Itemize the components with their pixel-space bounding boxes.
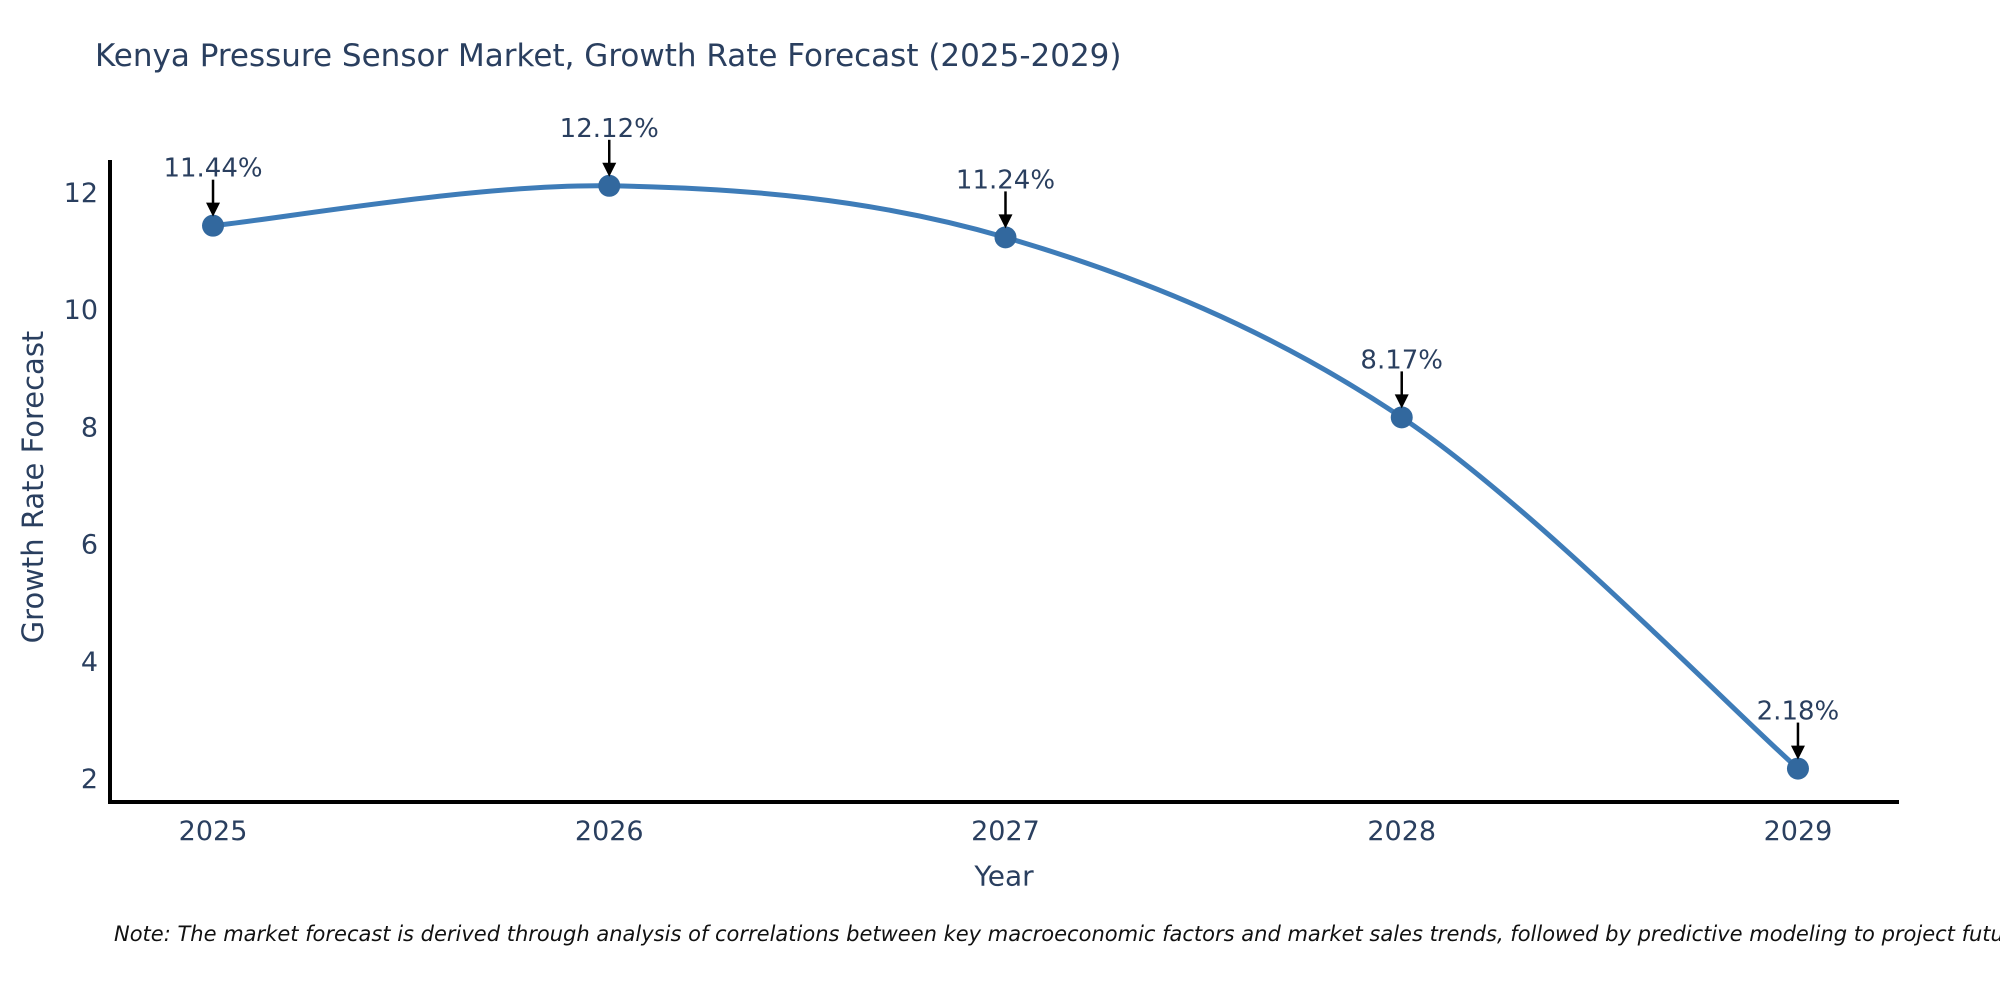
data-point-label: 8.17% — [1360, 345, 1443, 375]
y-tick-label: 4 — [81, 647, 98, 678]
annotation-arrowhead-icon — [1790, 745, 1805, 760]
data-point-marker — [994, 226, 1017, 249]
y-tick-label: 12 — [64, 178, 98, 209]
y-tick-label: 6 — [81, 530, 98, 561]
chart-title: Kenya Pressure Sensor Market, Growth Rat… — [95, 38, 1122, 74]
x-tick-label: 2029 — [1764, 816, 1833, 847]
x-tick-label: 2025 — [179, 816, 248, 847]
data-point-marker — [1786, 757, 1809, 780]
annotation-arrowhead-icon — [602, 162, 617, 177]
trend-line — [210, 183, 1801, 772]
y-tick-label: 10 — [64, 295, 98, 326]
data-point-marker — [202, 214, 225, 237]
data-point-label: 11.24% — [956, 165, 1055, 195]
annotation-arrowhead-icon — [998, 214, 1013, 229]
annotation-arrowhead-icon — [1394, 394, 1409, 409]
x-tick-label: 2026 — [575, 816, 644, 847]
data-point-label: 2.18% — [1757, 697, 1840, 727]
data-point-label: 12.12% — [560, 114, 659, 144]
x-axis-title: Year — [974, 859, 1034, 893]
y-tick-label: 8 — [81, 412, 98, 443]
annotation-arrowhead-icon — [206, 202, 221, 217]
x-tick-label: 2027 — [971, 816, 1040, 847]
data-point-marker — [1390, 406, 1413, 429]
footnote: Note: The market forecast is derived thr… — [114, 922, 2000, 946]
data-point-label: 11.44% — [163, 154, 262, 184]
x-tick-label: 2028 — [1367, 816, 1436, 847]
y-tick-label: 2 — [81, 764, 98, 795]
data-point-marker — [598, 174, 621, 197]
